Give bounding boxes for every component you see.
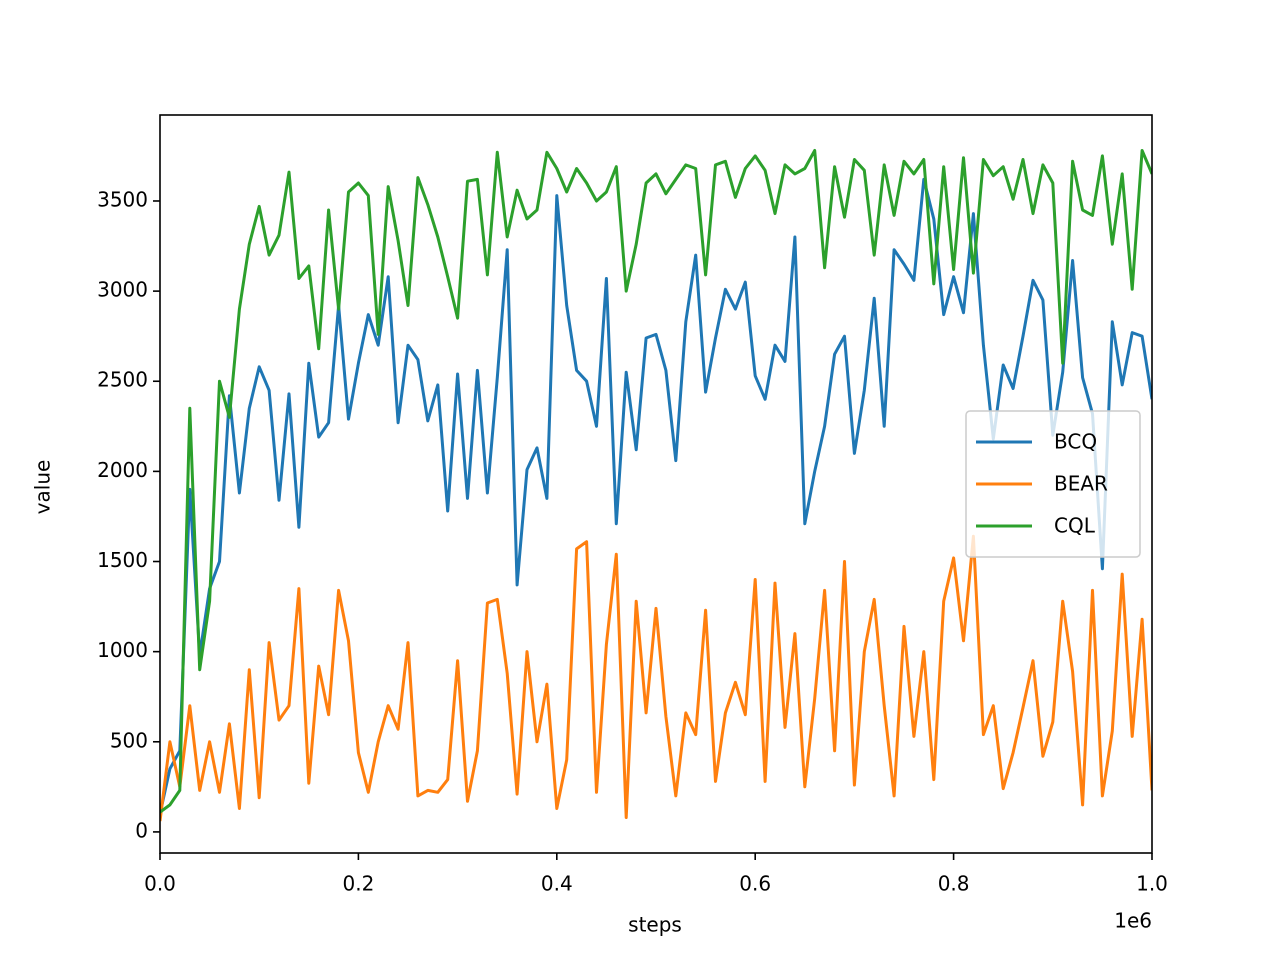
y-tick-label: 0 (135, 818, 148, 842)
x-tick-label: 0.2 (342, 872, 374, 896)
y-axis-label: value (31, 460, 55, 515)
data-line (160, 177, 1152, 815)
legend-label: BEAR (1054, 472, 1108, 496)
y-tick-label: 2500 (97, 368, 148, 392)
x-axis-label: steps (628, 913, 682, 937)
x-tick-label: 0.8 (938, 872, 970, 896)
x-tick-label: 0.6 (739, 872, 771, 896)
x-tick-label: 1.0 (1136, 872, 1168, 896)
legend-label: BCQ (1054, 430, 1097, 454)
y-tick-label: 1000 (97, 638, 148, 662)
legend-box (965, 410, 1141, 558)
y-tick-label: 3500 (97, 187, 148, 211)
y-tick-label: 2000 (97, 458, 148, 482)
x-tick-label: 0.0 (144, 872, 176, 896)
y-tick-label: 500 (110, 728, 148, 752)
y-tick-label: 3000 (97, 278, 148, 302)
x-tick-label: 0.4 (541, 872, 573, 896)
legend-label: CQL (1054, 514, 1096, 538)
x-offset-text: 1e6 (1114, 909, 1152, 933)
y-tick-label: 1500 (97, 548, 148, 572)
data-line (160, 534, 1152, 822)
axes-frame (159, 114, 1153, 854)
data-line (160, 149, 1152, 814)
